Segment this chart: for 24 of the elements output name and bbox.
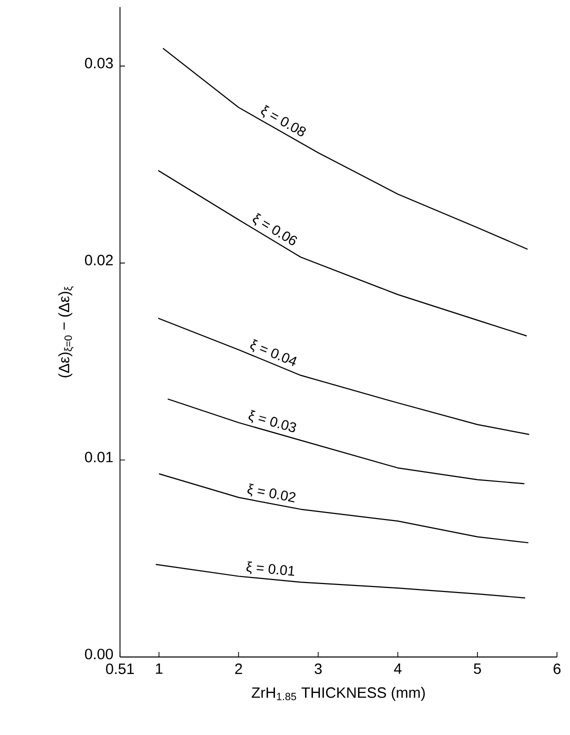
x-tick-label: 1: [156, 664, 162, 674]
y-tick-label: 0.01: [84, 452, 113, 462]
text: ξ = 0.06: [252, 212, 298, 246]
x-tick-label: 2: [235, 664, 242, 674]
line-series: [158, 318, 530, 435]
text: ξ = 0.03: [248, 410, 296, 432]
line-series: [167, 398, 525, 484]
x-tick-label: 5: [474, 664, 481, 674]
line-series: [162, 48, 528, 250]
text: ξ = 0.01: [246, 561, 294, 576]
x-tick-label: 0.51: [106, 664, 134, 674]
y-tick-label: 0.03: [84, 58, 113, 68]
y-axis-title: (Δε)$_{ξ=0}$ − (Δε)$_{ξ}$: [58, 286, 74, 378]
text: ξ = 0.02: [247, 484, 296, 502]
text: ξ = 0.04: [250, 339, 297, 366]
x-tick-label: 4: [394, 664, 402, 674]
y-tick-label: 0.02: [84, 254, 113, 266]
text: ξ = 0.08: [261, 104, 306, 136]
line-series: [158, 473, 529, 544]
line-series: [158, 170, 528, 336]
x-tick-label: 3: [314, 664, 322, 674]
x-axis-title: ZrH$_{1.85}$ THICKNESS (mm): [252, 686, 425, 701]
y-tick-label: 0.00: [84, 648, 113, 660]
x-tick-label: 6: [554, 664, 561, 674]
